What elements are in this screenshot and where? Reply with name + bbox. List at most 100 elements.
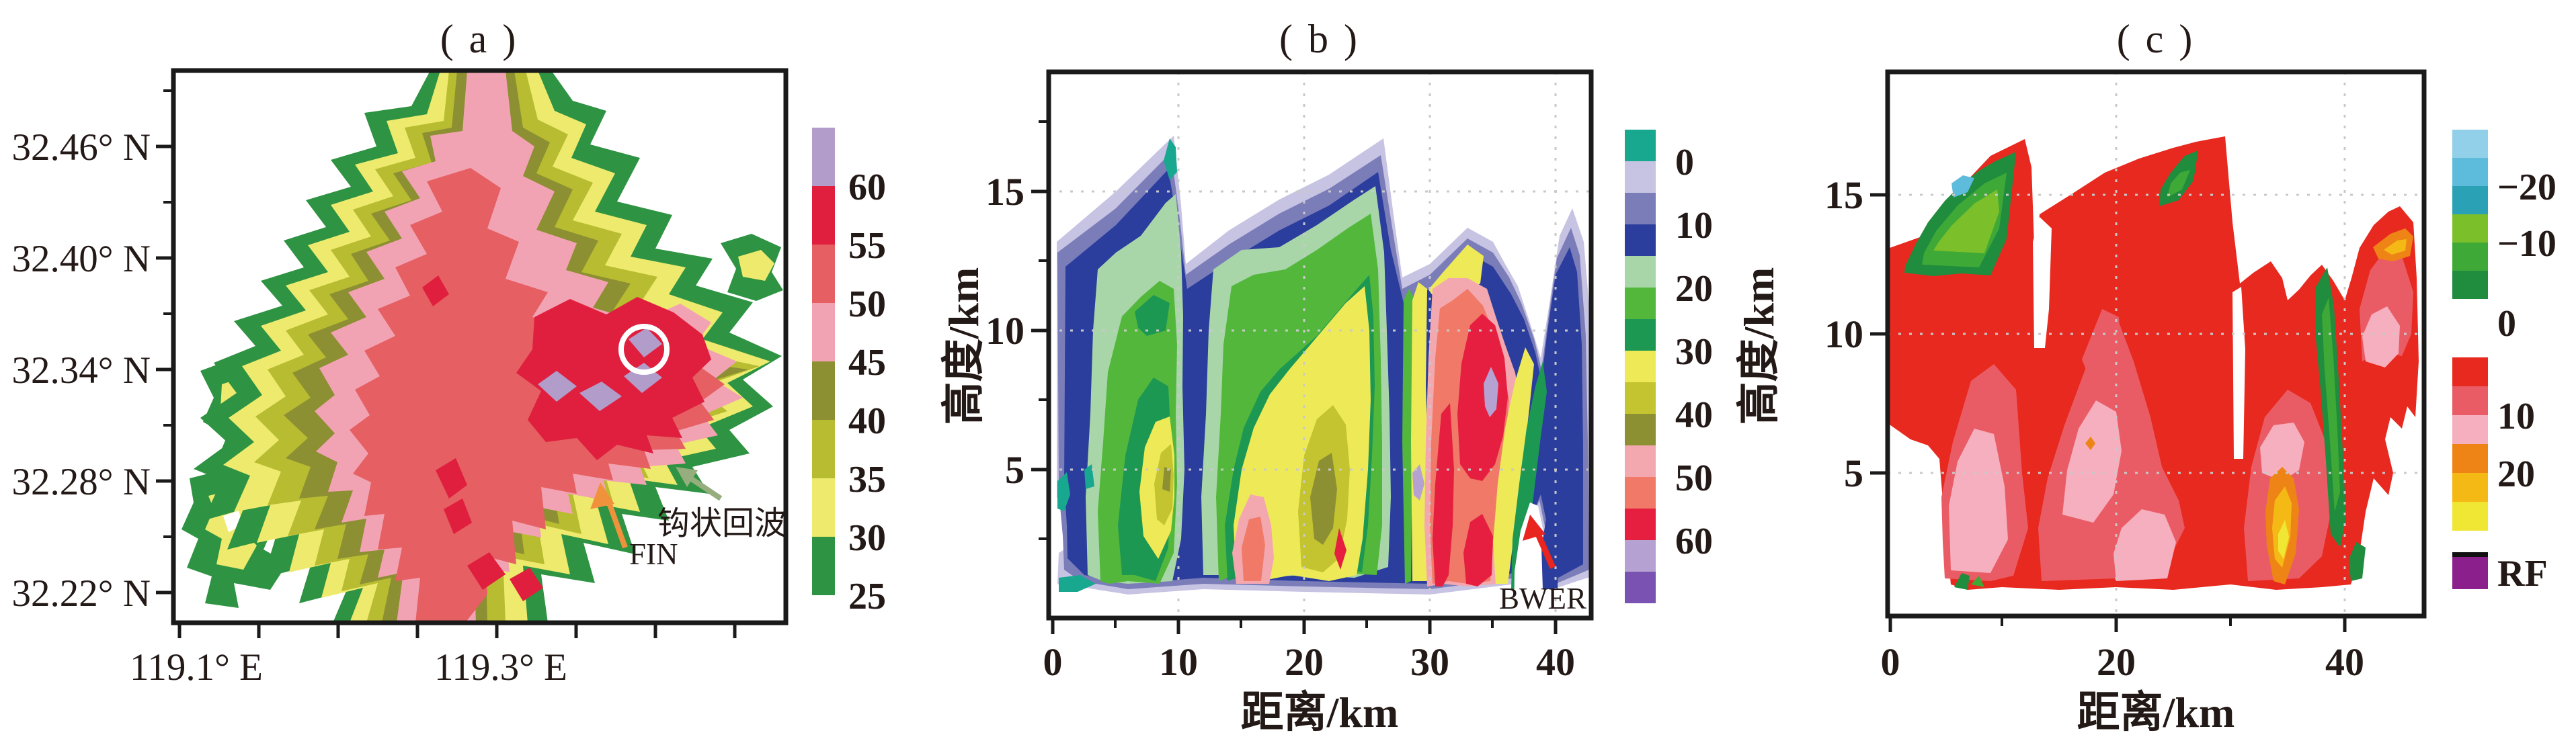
contour-region [629,328,662,357]
panel-c: ( c ) [1735,17,2557,736]
panel-b-colorbar [1625,130,1656,603]
contour-region [1059,575,1096,592]
panel-a-frame [171,68,789,625]
panel-a: ( a ) [12,17,886,689]
panel-c-colorbar-positive-labels: 10 20 [2497,396,2535,495]
colorbar-label: 40 [848,400,886,442]
x-tick-label: 40 [1536,640,1575,684]
panel-b-x-tick-labels: 0 10 20 30 40 [1043,640,1576,684]
contour-region [1951,175,1974,198]
hook-echo-arrow [676,467,723,501]
contour-region [579,382,622,411]
colorbar-segment [2452,243,2488,271]
panel-c-frame [1885,69,2427,619]
x-tick-label: 119.1° E [130,646,263,689]
y-tick-label: 10 [1824,312,1863,356]
colorbar-segment [1625,288,1656,319]
colorbar-segment [2452,186,2488,214]
contour-region [2384,239,2407,255]
contour-region [422,275,449,306]
panel-a-title: ( a ) [440,17,519,61]
panel-c-title: ( c ) [2117,17,2196,61]
panel-b-x-ticks [1051,618,1558,634]
colorbar-segment [1625,572,1656,603]
contour-region [1463,514,1493,586]
colorbar-segment [2452,415,2488,444]
contour-region [510,568,543,601]
panel-b-gridlines [1049,72,1591,618]
contour-region [2085,437,2095,450]
echo-gap [2294,242,2307,275]
colorbar-segment [812,186,835,245]
rf-label: RF [2497,553,2548,595]
panel-b-title: ( b ) [1279,17,1360,61]
colorbar-label: 60 [1675,521,1713,562]
colorbar-label: 0 [2497,303,2516,345]
colorbar-segment [2452,473,2488,502]
colorbar-segment [2452,271,2488,299]
y-tick-label: 32.34° N [12,349,151,392]
x-tick-label: 20 [1285,640,1324,684]
contour-region [1334,528,1346,570]
panel-a-colorbar-labels: 60 55 50 45 40 35 30 25 [848,167,886,617]
colorbar-segment [1625,161,1656,193]
colorbar-segment [812,245,835,303]
colorbar-segment [2452,130,2488,158]
y-tick-label: 32.46° N [12,126,151,169]
contour-region [1057,472,1070,511]
contour-region [436,458,467,498]
colorbar-segment [812,303,835,361]
colorbar-segment [2452,158,2488,186]
x-tick-label: 40 [2325,640,2364,684]
contour-region [1949,429,2008,573]
contour-region [538,371,577,402]
contour-region [444,498,472,534]
panel-c-velocity-section [1888,72,2424,616]
x-tick-label: 30 [1410,640,1449,684]
colorbar-segment [2452,357,2488,386]
colorbar-segment [1625,224,1656,256]
hook-echo-label: 钩状回波 [657,506,787,541]
colorbar-segment [1625,540,1656,572]
panel-a-y-tick-labels: 32.46° N 32.40° N 32.34° N 32.28° N 32.2… [12,126,151,615]
y-tick-label: 15 [1824,173,1863,217]
fin-arrow [590,482,628,549]
contour-region [350,168,725,623]
panel-c-y-tick-labels: 15 10 5 [1824,173,1863,495]
y-tick-label: 32.22° N [12,572,151,615]
colorbar-label: 30 [848,517,886,559]
colorbar-segment [1625,414,1656,445]
panel-c-x-axis-label: 距离/km [2077,689,2235,736]
colorbar-segment [1625,130,1656,161]
panel-a-colorbar [812,128,835,595]
panel-c-y-ticks [1870,193,1888,475]
colorbar-segment [812,478,835,537]
x-tick-label: 0 [1043,640,1063,684]
colorbar-label: 0 [1675,142,1694,183]
contour-region [2362,306,2400,367]
contour-region [1242,517,1265,581]
colorbar-label: 50 [1675,457,1713,499]
colorbar-label: 10 [1675,205,1713,247]
contour-region [1310,453,1337,545]
y-tick-label: 10 [985,309,1024,353]
rf-swatch-top-border [2452,552,2488,557]
colorbar-segment [2452,386,2488,415]
y-tick-label: 32.40° N [12,238,151,280]
contour-region [1402,289,1414,584]
colorbar-segment [1625,509,1656,540]
panel-b-frame [1046,69,1594,621]
y-tick-label: 32.28° N [12,461,151,503]
colorbar-label: −10 [2497,223,2557,265]
echo-gap [2232,287,2245,459]
colorbar-segment [1625,382,1656,414]
contour-region [2167,170,2190,198]
panel-a-y-ticks [156,89,173,595]
colorbar-label: 40 [1675,394,1713,436]
contour-region [2062,400,2122,523]
colorbar-label: 60 [848,167,886,208]
bwer-arrow [1523,515,1556,569]
colorbar-segment [1625,193,1656,224]
